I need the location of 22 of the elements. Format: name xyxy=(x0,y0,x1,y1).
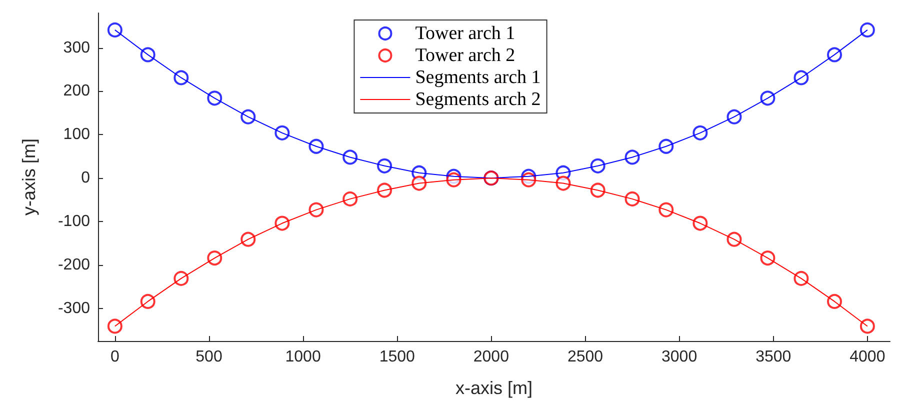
y-axis-title: y-axis [m] xyxy=(19,138,39,216)
legend-label: Segments arch 1 xyxy=(415,67,541,88)
y-tick-label: -100 xyxy=(58,213,90,230)
x-tick-label: 2000 xyxy=(473,348,510,366)
legend-label: Tower arch 2 xyxy=(415,45,516,66)
x-tick-label: 1000 xyxy=(285,348,321,366)
y-tick-label: 100 xyxy=(63,126,90,144)
y-tick-label: 0 xyxy=(81,170,90,187)
y-tick-label: 200 xyxy=(63,82,90,100)
x-axis-title: x-axis [m] xyxy=(455,378,533,398)
x-tick-label: 1500 xyxy=(379,348,416,366)
y-tick-label: 300 xyxy=(63,39,90,56)
y-tick-label: -200 xyxy=(58,256,90,274)
y-tick-label: -300 xyxy=(58,300,90,317)
x-tick-label: 500 xyxy=(196,348,222,366)
x-tick-label: 2500 xyxy=(567,348,604,366)
x-tick-label: 3500 xyxy=(756,348,792,366)
x-tick-label: 3000 xyxy=(662,348,698,366)
legend-label: Tower arch 1 xyxy=(415,23,516,44)
x-tick-label: 4000 xyxy=(850,348,886,366)
x-tick-label: 0 xyxy=(110,348,120,366)
legend-label: Segments arch 2 xyxy=(415,89,541,110)
